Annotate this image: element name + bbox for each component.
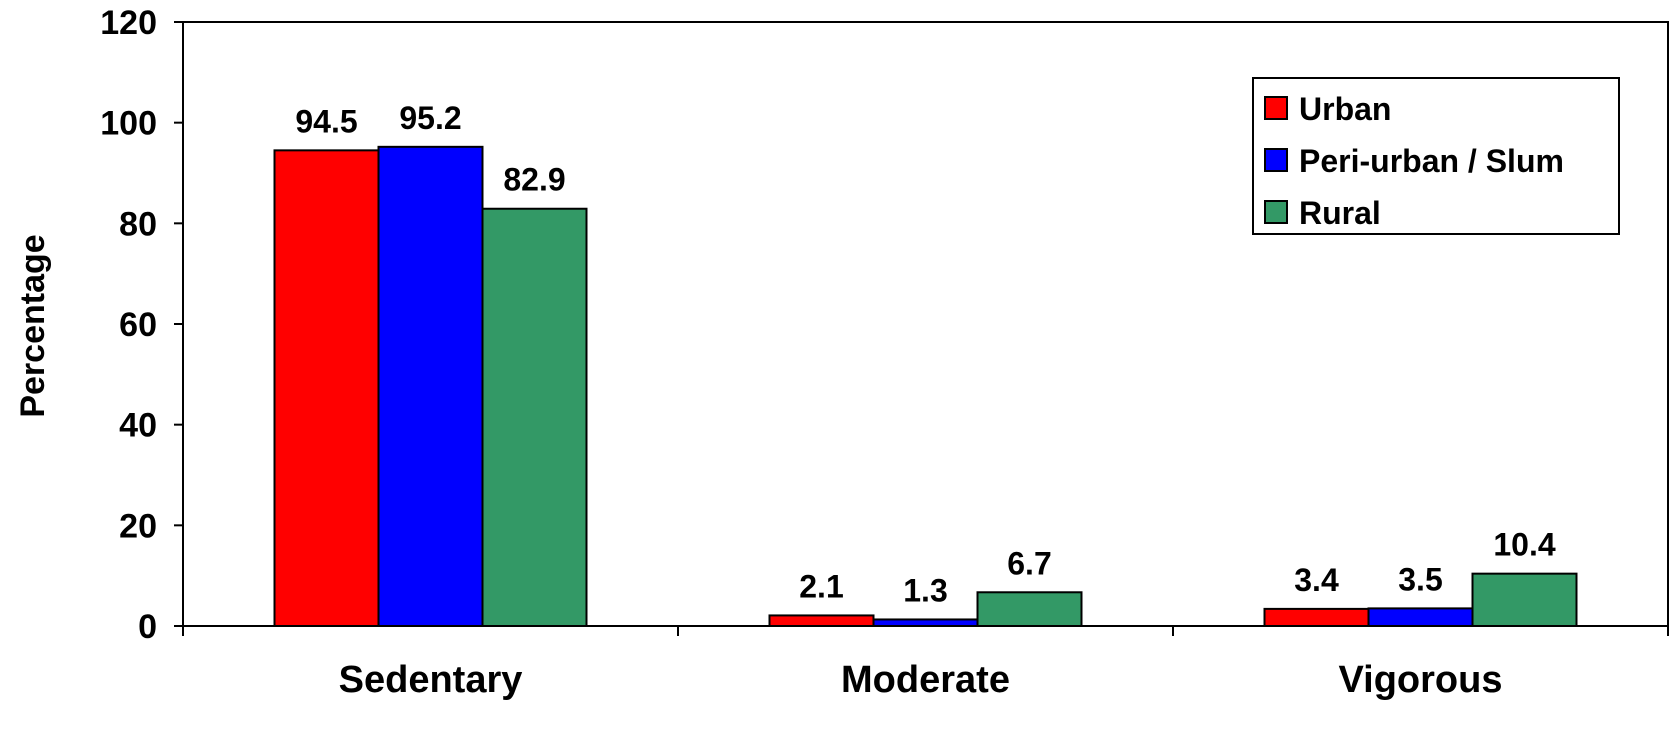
data-label: 95.2 <box>399 100 461 136</box>
y-axis: 0 20 40 60 80 100 120 <box>100 4 184 646</box>
x-axis: Sedentary Moderate Vigorous <box>182 625 1669 701</box>
data-label: 10.4 <box>1493 527 1555 563</box>
x-category-label: Vigorous <box>1339 659 1503 701</box>
data-labels: 94.5 95.2 82.9 2.1 1.3 6.7 3.4 3.5 10.4 <box>295 100 1555 609</box>
legend-box <box>1252 77 1620 235</box>
data-label: 3.5 <box>1398 561 1442 597</box>
legend-swatch <box>1264 200 1288 224</box>
legend-swatch <box>1264 148 1288 172</box>
data-label: 94.5 <box>295 103 357 139</box>
data-label: 1.3 <box>903 572 947 608</box>
y-tick-label: 0 <box>138 608 157 646</box>
bar <box>481 207 588 627</box>
legend: Urban Peri-urban / Slum Rural <box>1252 77 1620 235</box>
legend-label: Urban <box>1299 91 1391 127</box>
y-tick-label: 40 <box>119 407 157 445</box>
bar <box>1263 607 1370 627</box>
y-tick-label: 20 <box>119 507 157 545</box>
legend-swatch <box>1264 96 1288 120</box>
bar <box>768 614 875 627</box>
data-label: 82.9 <box>503 162 565 198</box>
x-category-label: Moderate <box>841 659 1010 701</box>
bar <box>872 618 979 627</box>
data-label: 2.1 <box>799 568 843 604</box>
legend-label: Rural <box>1299 195 1381 231</box>
y-tick-label: 80 <box>119 205 157 243</box>
bars <box>273 145 1578 628</box>
y-tick-label: 120 <box>100 4 157 42</box>
y-tick-label: 60 <box>119 306 157 344</box>
bar <box>976 591 1083 628</box>
bar <box>273 149 380 627</box>
bar <box>377 145 484 627</box>
data-label: 3.4 <box>1294 562 1339 598</box>
data-label: 6.7 <box>1007 545 1051 581</box>
x-category-label: Sedentary <box>339 659 523 701</box>
y-axis-title: Percentage <box>14 234 52 417</box>
bar <box>1367 607 1474 628</box>
y-tick-label: 100 <box>100 105 157 143</box>
bar <box>1471 572 1578 627</box>
legend-label: Peri-urban / Slum <box>1299 143 1564 179</box>
